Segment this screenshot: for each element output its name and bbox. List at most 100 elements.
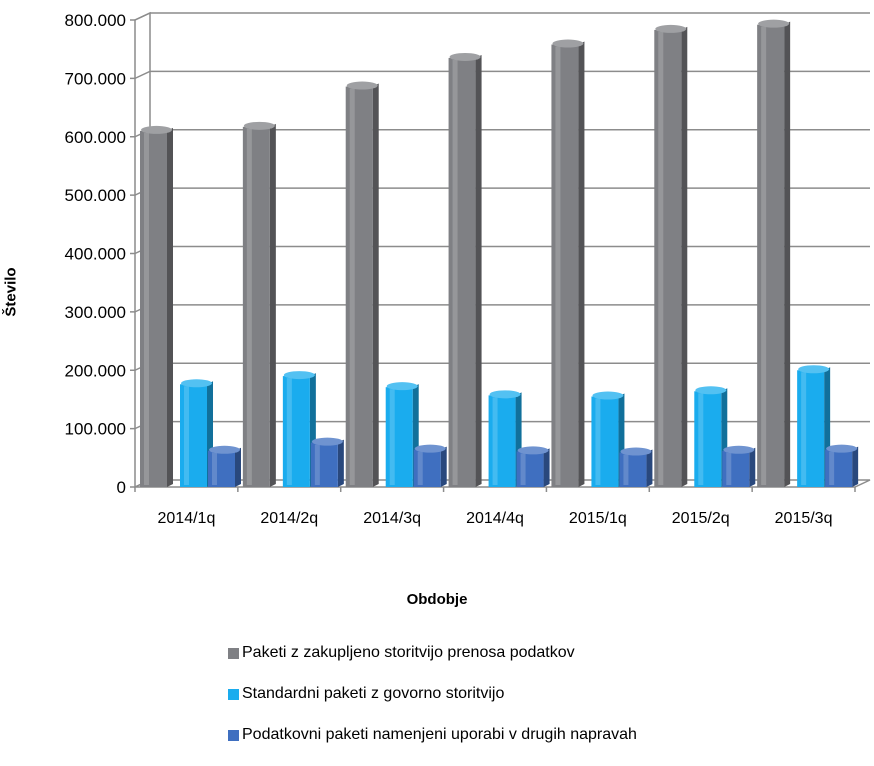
bar-3-2015/3q: [825, 444, 859, 487]
bar-top: [552, 39, 584, 48]
bar-2-2014/3q: [385, 382, 419, 487]
bar-highlight: [520, 453, 526, 485]
legend-label-series-3: Podatkovni paketi namenjeni uporabi v dr…: [242, 726, 637, 743]
bar-top: [798, 365, 830, 374]
bar-top: [723, 445, 755, 454]
bar-top: [592, 391, 624, 400]
bar-highlight: [761, 26, 767, 485]
bar-3-2014/2q: [310, 437, 344, 487]
legend-swatch-series-1: [228, 647, 239, 659]
x-axis-tick-labels: 2014/1q 2014/2q 2014/3q 2014/4q 2015/1q 2015/…: [158, 510, 833, 527]
bar-side: [543, 448, 550, 487]
y-axis-tick-labels: 0 100.000 200.000 300.000 400.000 500.000 600.…: [65, 11, 126, 497]
bar-highlight: [555, 46, 561, 486]
legend: Paketi z zakupljeno storitvijo prenosa p…: [228, 643, 637, 766]
y-tick-label: 300.000: [65, 303, 126, 322]
bar-highlight: [829, 451, 835, 485]
y-tick-label: 0: [117, 478, 126, 497]
x-tick-label: 2014/3q: [363, 510, 421, 527]
bar-top: [517, 446, 549, 455]
bar-top: [414, 444, 446, 453]
bar-highlight: [184, 386, 189, 485]
bar-chart: 0 100.000 200.000 300.000 400.000 500.000 600.…: [65, 11, 871, 527]
bar-2-2014/1q: [180, 379, 213, 487]
bar-top: [489, 390, 521, 399]
bar-top: [141, 125, 172, 134]
gridline: [134, 70, 870, 80]
bar-highlight: [492, 397, 498, 485]
bar-3-2014/1q: [208, 445, 241, 487]
legend-swatch-series-2: [228, 688, 239, 700]
bar-side: [646, 449, 653, 487]
bar-top: [243, 121, 275, 130]
y-tick-label: 700.000: [65, 69, 126, 88]
x-tick-label: 2014/2q: [260, 510, 318, 527]
bar-highlight: [349, 88, 355, 486]
bar-2-2015/3q: [797, 365, 831, 487]
bar-side: [749, 447, 756, 487]
bar-3-2015/2q: [722, 445, 756, 487]
bar-side: [852, 446, 859, 487]
bar-2-2014/2q: [282, 371, 316, 487]
bar-highlight: [314, 444, 320, 485]
bar-1-2014/1q: [140, 125, 173, 487]
y-tick-label: 100.000: [65, 420, 126, 439]
bar-1-2015/1q: [551, 39, 585, 488]
bar-highlight: [658, 31, 664, 486]
bar-top: [386, 382, 418, 391]
bar-highlight: [389, 389, 395, 485]
bar-side: [269, 123, 276, 488]
bar-highlight: [286, 378, 292, 485]
x-tick-label: 2015/1q: [569, 510, 627, 527]
x-tick-label: 2015/3q: [775, 510, 833, 527]
bar-top: [181, 379, 212, 388]
bar-top: [311, 437, 343, 446]
bar-highlight: [698, 393, 704, 485]
bar-highlight: [623, 454, 629, 485]
bar-1-2015/2q: [654, 24, 688, 488]
bar-highlight: [212, 452, 217, 485]
y-axis-title: Število: [2, 262, 20, 322]
bar-side: [440, 446, 447, 487]
x-tick-label: 2014/1q: [158, 510, 216, 527]
bar-highlight: [801, 372, 807, 485]
bar-top: [758, 19, 790, 28]
bar-side: [578, 41, 585, 487]
legend-label-series-1: Paketi z zakupljeno storitvijo prenosa p…: [242, 644, 575, 661]
bar-top: [826, 444, 858, 453]
gridline: [134, 12, 870, 21]
bar-top: [449, 52, 481, 61]
bar-top: [620, 447, 652, 456]
bar-top: [209, 445, 240, 454]
bar-top: [283, 371, 315, 380]
bar-top: [655, 24, 687, 33]
legend-item-series-3: Podatkovni paketi namenjeni uporabi v dr…: [228, 725, 637, 745]
y-axis-title-text: Število: [2, 267, 20, 317]
legend-item-series-2: Standardni paketi z govorno storitvijo: [228, 684, 637, 704]
bar-highlight: [144, 132, 149, 485]
bar-top: [695, 386, 727, 395]
bar-highlight: [726, 452, 732, 485]
bar-1-2014/4q: [448, 52, 482, 487]
bar-3-2015/1q: [619, 447, 653, 487]
bar-2-2014/4q: [488, 390, 522, 487]
bar-top: [346, 81, 378, 90]
bar-highlight: [417, 451, 423, 485]
bar-side: [681, 26, 688, 488]
legend-swatch-series-3: [228, 729, 239, 741]
bar-highlight: [595, 398, 601, 485]
bar-3-2014/3q: [413, 444, 447, 487]
bar-3-2014/4q: [516, 446, 550, 487]
x-axis-title: Obdobje: [406, 591, 468, 608]
bar-1-2014/3q: [345, 81, 379, 488]
y-tick-label: 400.000: [65, 245, 126, 264]
bar-side: [167, 127, 173, 487]
y-tick-label: 200.000: [65, 361, 126, 380]
bar-side: [372, 83, 379, 488]
bar-1-2015/3q: [757, 19, 791, 487]
bar-side: [784, 21, 791, 487]
y-tick-label: 800.000: [65, 11, 126, 30]
x-tick-label: 2015/2q: [672, 510, 730, 527]
x-tick-label: 2014/4q: [466, 510, 524, 527]
bar-side: [337, 439, 344, 487]
